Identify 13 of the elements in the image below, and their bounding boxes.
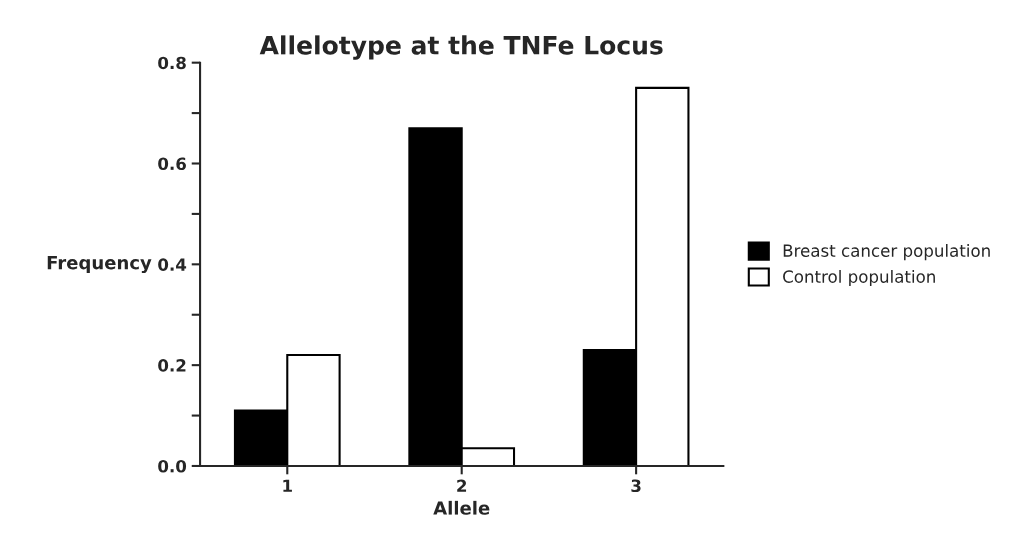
y-axis-title: Frequency (47, 256, 152, 274)
legend-label: Control population (783, 269, 935, 287)
x-tick-label: 1 (283, 479, 292, 492)
x-axis-title: Allele (433, 500, 490, 515)
y-tick-label: 0.4 (158, 258, 187, 271)
y-tick-label: 0.8 (158, 56, 186, 70)
x-tick-label: 3 (631, 479, 641, 493)
y-tick-label: 0.0 (158, 459, 187, 473)
legend-label: Breast cancer population (783, 244, 990, 261)
y-tick-label: 0.2 (158, 359, 186, 372)
x-tick-label: 2 (457, 479, 467, 492)
y-tick-label: 0.6 (158, 157, 186, 171)
chart-title: Allelotype at the TNFe Locus (259, 35, 663, 60)
